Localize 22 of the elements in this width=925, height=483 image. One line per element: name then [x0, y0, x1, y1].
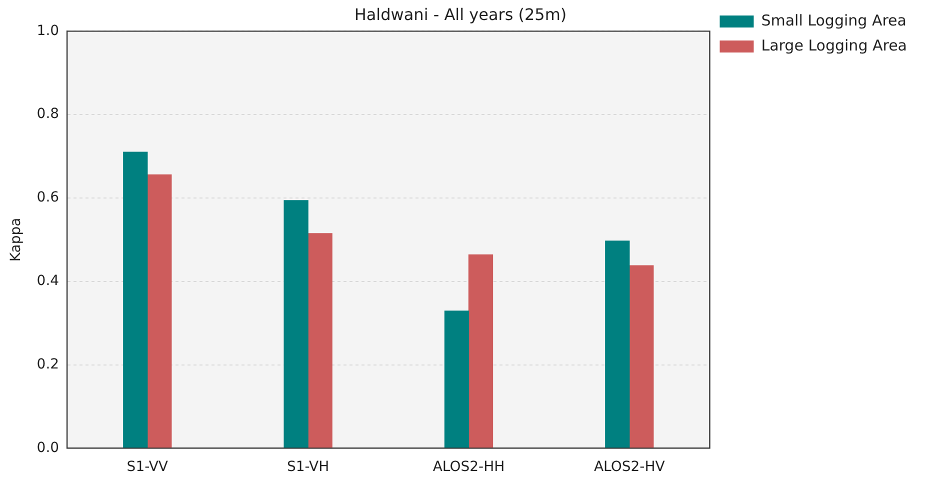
bar: [605, 240, 630, 448]
legend-label: Large Logging Area: [761, 36, 908, 54]
bar: [629, 265, 654, 448]
y-tick-label: 1.0: [36, 22, 60, 39]
x-tick-label: ALOS2-HV: [594, 459, 666, 476]
bar: [308, 233, 332, 448]
x-tick-label: ALOS2-HH: [432, 459, 505, 476]
bar: [147, 174, 172, 448]
legend-label: Small Logging Area: [761, 11, 906, 30]
x-tick-label: S1-VV: [126, 459, 168, 476]
y-tick-label: 0.4: [36, 273, 60, 290]
x-tick-label: S1-VH: [286, 459, 330, 476]
chart-title: Haldwani - All years (25m): [354, 4, 567, 24]
bar: [468, 254, 494, 448]
bar: [444, 310, 470, 448]
y-tick-label: 0.2: [36, 356, 60, 372]
y-tick-label: 0.6: [36, 190, 60, 206]
bar: [284, 200, 308, 448]
y-axis-title: Kappa: [8, 218, 24, 262]
y-tick-label: 0.8: [36, 106, 60, 122]
bar: [123, 152, 148, 448]
y-tick-label: 0.0: [36, 440, 60, 456]
